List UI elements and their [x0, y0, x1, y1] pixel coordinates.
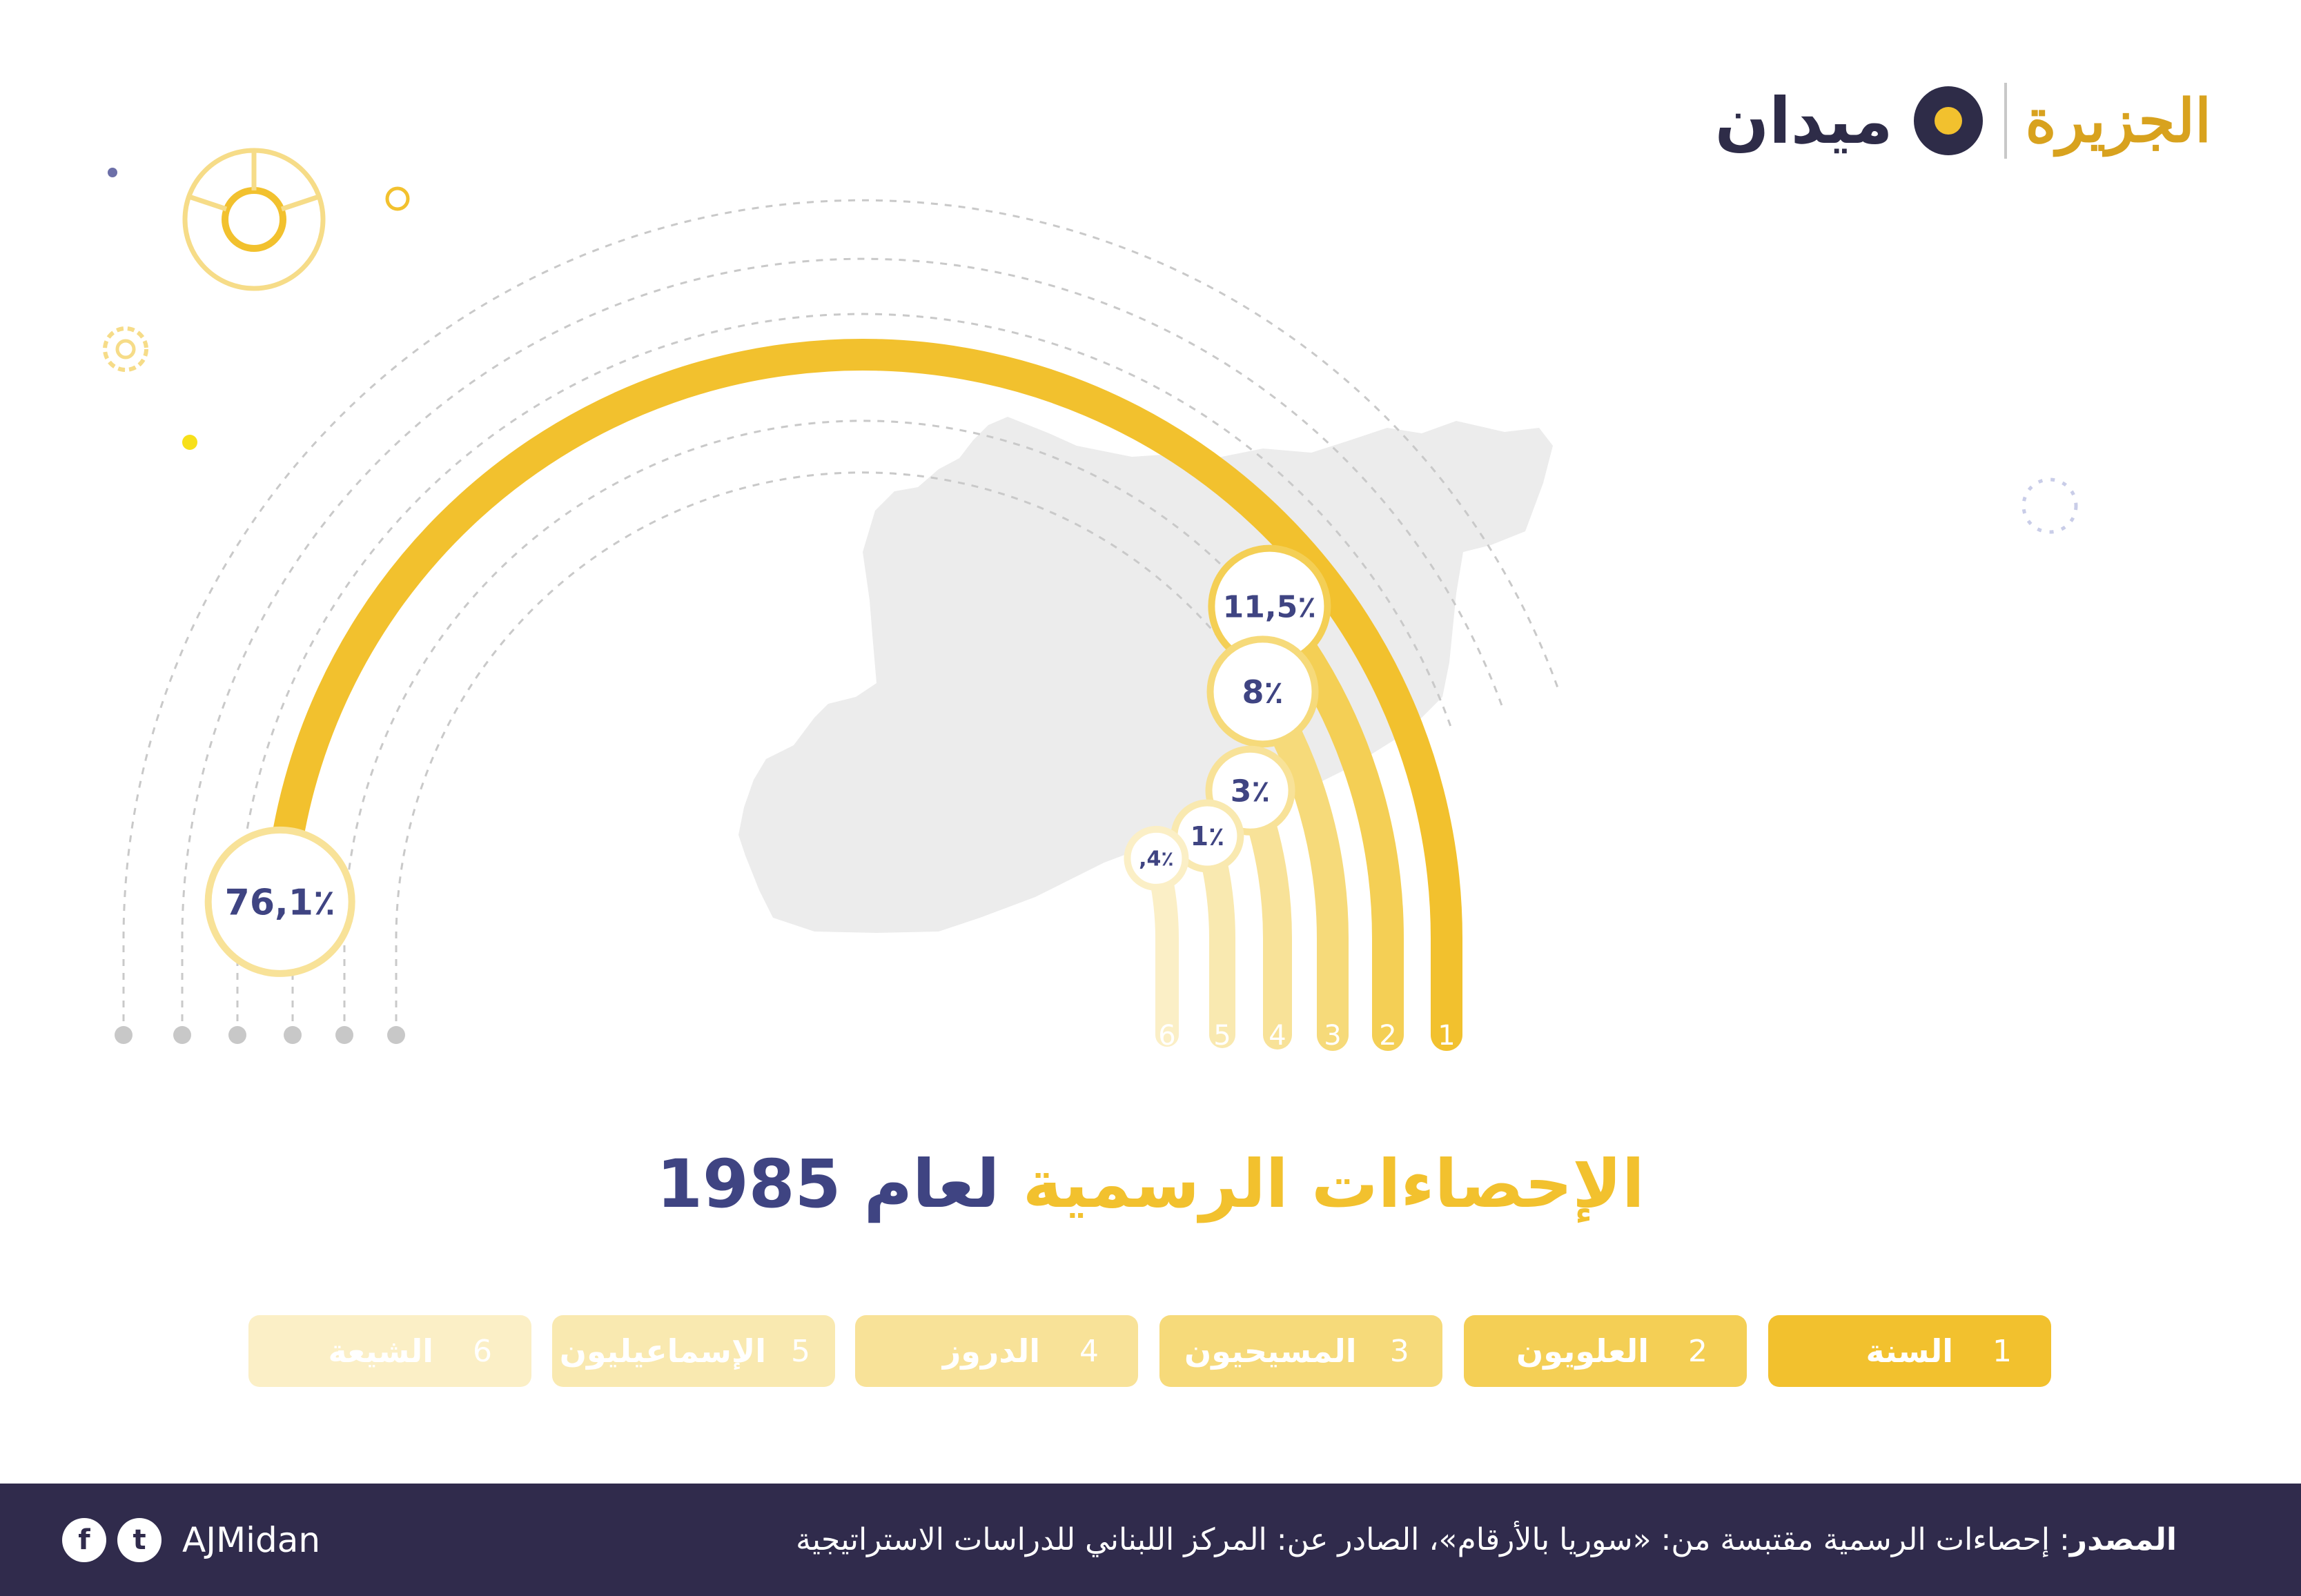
legend-item-label: الإسماعيليون: [559, 1332, 766, 1370]
value-label-3: 8٪: [1242, 673, 1283, 711]
legend-item-number: 1: [1992, 1333, 2012, 1369]
decor-spoke-icon: [280, 194, 320, 212]
decor-small-ring-icon: [385, 186, 410, 211]
value-bubble-1: [204, 826, 355, 977]
legend-item-label: المسيحيون: [1184, 1332, 1357, 1370]
legend-item-label: الشيعة: [328, 1332, 434, 1370]
guide-ring-3: [236, 313, 1452, 1035]
legend-item-number: 3: [1389, 1333, 1409, 1369]
decor-ring-inner-icon: [222, 187, 286, 252]
guide-dot-6: [387, 1026, 405, 1044]
legend-item-number: 2: [1688, 1333, 1707, 1369]
gear-icon-center: [115, 339, 136, 359]
gear-icon: [103, 326, 148, 372]
brand-logo: ميدان الجزيرة: [1715, 83, 2211, 159]
social-handle[interactable]: AJMidan: [182, 1519, 321, 1560]
legend-item-number: 6: [473, 1333, 492, 1369]
aljazeera-logo: الجزيرة: [2025, 86, 2211, 156]
legend-item-5: 5 الإسماعيليون: [552, 1315, 835, 1387]
guide-dot-4: [284, 1026, 302, 1044]
logo-separator: [2004, 83, 2008, 159]
chart-title-accent: الإحصاءات الرسمية: [1022, 1145, 1645, 1223]
legend-item-1: 1 السنة: [1768, 1315, 2051, 1387]
value-bubble-3: [1206, 636, 1319, 748]
guide-ring-6: [395, 471, 1302, 1035]
guide-dot-3: [228, 1026, 246, 1044]
value-label-1: 76,1٪: [225, 883, 335, 924]
guide-dot-1: [115, 1026, 133, 1044]
legend-item-4: 4 الدروز: [855, 1315, 1138, 1387]
guide-ring-1: [122, 199, 1559, 1035]
value-label-4: 3٪: [1231, 774, 1270, 809]
legend: 1 السنة 2 العلويون 3 المسيحيون 4 الدروز …: [248, 1315, 2051, 1387]
guide-dot-2: [173, 1026, 191, 1044]
decor-dot-icon: [108, 168, 117, 177]
decor-yellow-dot-icon: [182, 435, 197, 450]
twitter-icon[interactable]: t: [117, 1517, 161, 1562]
decor: [103, 148, 2078, 534]
legend-item-2: 2 العلويون: [1464, 1315, 1747, 1387]
bar-rank-label-4: 4: [1269, 1020, 1286, 1052]
bar-rank-label-6: 6: [1158, 1020, 1175, 1052]
guide-ring-2: [181, 257, 1504, 1035]
bar-rank-label-1: 1: [1438, 1020, 1455, 1052]
bar-rank-label-2: 2: [1379, 1020, 1396, 1052]
legend-item-label: العلويون: [1516, 1332, 1649, 1370]
value-bubbles: 76,1٪ 11,5٪ 8٪ 3٪1٪ ,4٪: [204, 544, 1331, 977]
legend-item-3: 3 المسيحيون: [1159, 1315, 1442, 1387]
decor-spoke-icon: [188, 194, 228, 212]
chart-title-main: لعام 1985: [656, 1145, 1000, 1223]
legend-item-label: الدروز: [942, 1332, 1040, 1370]
guide-dot-5: [335, 1026, 353, 1044]
value-label-5: 1٪: [1191, 821, 1225, 851]
source-note: المصدر : إحصاءات الرسمية مقتبسة من: «سور…: [796, 1484, 2177, 1596]
footer-bar: المصدر : إحصاءات الرسمية مقتبسة من: «سور…: [0, 1484, 2301, 1596]
value-label-2: 11,5٪: [1223, 589, 1316, 624]
bar-rank-label-3: 3: [1324, 1020, 1341, 1052]
legend-item-number: 5: [791, 1333, 810, 1369]
legend-item-number: 4: [1079, 1333, 1099, 1369]
source-text: : إحصاءات الرسمية مقتبسة من: «سوريا بالأ…: [796, 1522, 2070, 1557]
chart-title: الإحصاءات الرسمية لعام 1985: [0, 1151, 2301, 1217]
source-label: المصدر: [2069, 1522, 2177, 1557]
target-icon: [1914, 86, 1984, 155]
bar-arc-1: [264, 338, 1462, 1051]
value-bubble-6: [1124, 825, 1189, 891]
brand-name: ميدان: [1714, 83, 1893, 158]
social-links: f t AJMidan: [62, 1484, 320, 1596]
sparkle-icon: [2021, 477, 2078, 534]
legend-item-label: السنة: [1866, 1332, 1953, 1370]
bar-rank-label-5: 5: [1213, 1020, 1231, 1052]
value-label-6: ,4٪: [1139, 847, 1174, 871]
facebook-icon[interactable]: f: [62, 1517, 106, 1562]
legend-item-6: 6 الشيعة: [248, 1315, 531, 1387]
